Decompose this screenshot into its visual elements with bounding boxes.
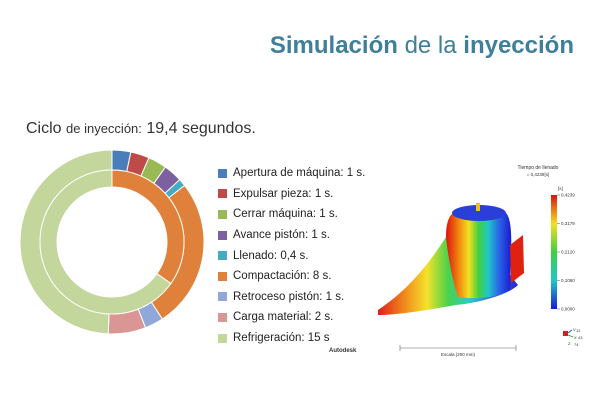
scale-tick-label: 0,0000: [561, 307, 575, 312]
legend-swatch: [218, 251, 227, 261]
legend-item: Compactación: 8 s.: [218, 266, 365, 287]
svg-text:V: V: [573, 327, 576, 332]
svg-text:12: 12: [576, 328, 581, 333]
slide-title: Simulación de la inyección: [270, 32, 574, 60]
legend-item: Llenado: 0,4 s.: [218, 245, 365, 266]
legend-label: Avance pistón: 1 s.: [233, 229, 330, 242]
molded-part: [378, 203, 524, 315]
svg-text:74: 74: [574, 342, 579, 347]
title-part-3: inyección: [463, 32, 574, 59]
legend-label: Carga material: 2 s.: [233, 311, 334, 324]
legend-item: Carga material: 2 s.: [218, 307, 365, 328]
scale-tick-label: 0,1060: [561, 278, 575, 283]
legend-item: Retroceso pistón: 1 s.: [218, 287, 365, 308]
scale-label: Escala (200 mm): [441, 352, 476, 357]
legend-label: Expulsar pieza: 1 s.: [233, 187, 334, 200]
color-scale-ticks: 0,4239 0,3179 0,2120 0,1060 0,0000: [557, 193, 575, 312]
scale-tick-label: 0,2120: [561, 250, 575, 255]
legend-swatch: [218, 209, 227, 219]
legend-swatch: [218, 189, 227, 199]
legend-item: Cerrar máquina: 1 s.: [218, 204, 365, 225]
cycle-word: Ciclo: [26, 120, 62, 137]
legend-item: Apertura de máquina: 1 s.: [218, 163, 365, 184]
legend-label: Cerrar máquina: 1 s.: [233, 208, 338, 221]
legend-label: Retroceso pistón: 1 s.: [233, 290, 345, 303]
legend-item: Refrigeración: 15 s: [218, 328, 365, 349]
cycle-mid: de inyección:: [66, 121, 142, 136]
legend-label: Compactación: 8 s.: [233, 270, 332, 283]
legend-label: Refrigeración: 15 s: [233, 332, 330, 345]
title-part-2: de la: [404, 32, 457, 59]
legend-swatch: [218, 230, 227, 240]
sim-label: Tiempo de llenado: [518, 165, 559, 171]
svg-text:Z: Z: [568, 341, 571, 346]
legend-label: Llenado: 0,4 s.: [233, 249, 309, 262]
svg-text:X: X: [574, 335, 577, 340]
chart-legend: Apertura de máquina: 1 s. Expulsar pieza:…: [218, 163, 365, 348]
scale-tick-label: 0,4239: [561, 193, 575, 198]
scale-tick-label: 0,3179: [561, 221, 575, 226]
cycle-time-text: Ciclo de inyección: 19,4 segundos.: [26, 120, 256, 138]
legend-swatch: [218, 271, 227, 281]
legend-item: Expulsar pieza: 1 s.: [218, 184, 365, 205]
autodesk-brand: Autodesk: [329, 348, 357, 354]
axis-triad: V 12 X 43 Z 74: [563, 327, 583, 347]
cycle-value: 19,4 segundos.: [146, 120, 256, 137]
donut-chart: [20, 150, 204, 334]
fill-time-simulation: Tiempo de llenado = 0,4239[s] [s] 0,4239…: [329, 165, 583, 357]
legend-swatch: [218, 333, 227, 343]
legend-item: Avance pistón: 1 s.: [218, 225, 365, 246]
legend-swatch: [218, 312, 227, 322]
svg-text:43: 43: [578, 335, 583, 340]
sim-unit: [s]: [558, 186, 563, 191]
donut-slice: [39, 169, 172, 315]
legend-label: Apertura de máquina: 1 s.: [233, 167, 366, 180]
legend-swatch: [218, 168, 227, 178]
sim-max-label: = 0,4239[s]: [527, 172, 549, 177]
legend-swatch: [218, 292, 227, 302]
color-scale-bar: [551, 195, 557, 309]
title-part-1: Simulación: [269, 32, 398, 59]
